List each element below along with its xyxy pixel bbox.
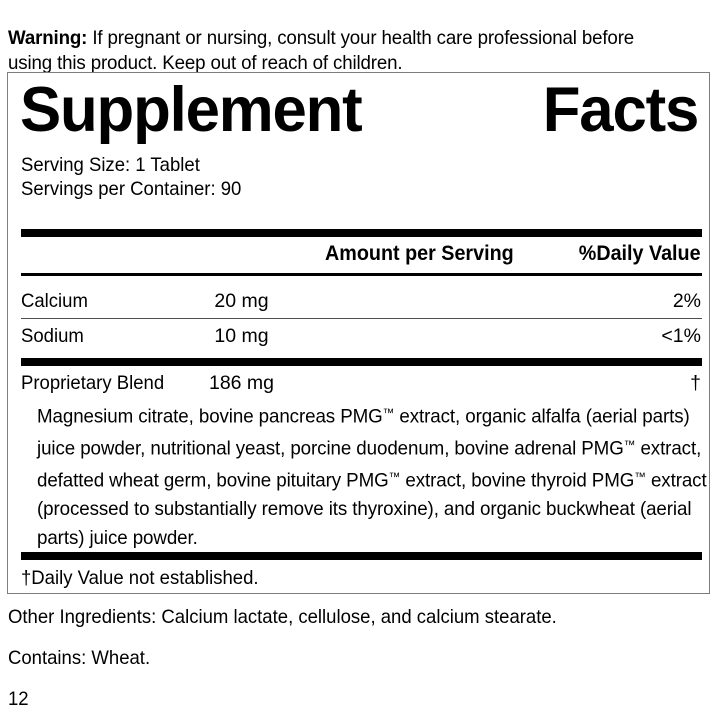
- title-word-supplement: Supplement: [20, 75, 363, 145]
- blend-ingredients: Magnesium citrate, bovine pancreas PMG™ …: [37, 399, 720, 553]
- nutrient-daily-value: 2%: [672, 290, 701, 312]
- table-row-proprietary-blend: Proprietary Blend 186 mg †: [21, 368, 702, 398]
- table-row: Sodium 10 mg <1%: [21, 321, 702, 351]
- blend-ingredients-part-1: Magnesium citrate, bovine pancreas PMG: [37, 405, 383, 428]
- rule-above-blend: [21, 358, 702, 366]
- nutrient-name: Sodium: [21, 325, 84, 347]
- table-row: Calcium 20 mg 2%: [21, 286, 702, 316]
- blend-ingredients-part-5: extract (processed to substantially remo…: [37, 469, 707, 550]
- supplement-facts-panel: Supplement Facts Serving Size: 1 Tablet …: [7, 72, 710, 594]
- nutrient-daily-value: <1%: [661, 325, 701, 347]
- nutrient-amount: 20 mg: [214, 290, 269, 312]
- trademark-icon: ™: [382, 406, 395, 420]
- blend-ingredients-part-2: extract, organic alfalfa (aerial parts) …: [37, 405, 690, 460]
- contains-allergen-text: Contains: Wheat.: [8, 647, 151, 669]
- table-header-row: Amount per Serving %Daily Value: [21, 239, 702, 269]
- warning-text: Warning: If pregnant or nursing, consult…: [8, 26, 680, 76]
- nutrient-amount: 10 mg: [214, 325, 269, 347]
- servings-per-container: Servings per Container: 90: [21, 178, 242, 200]
- blend-daily-value: †: [690, 372, 701, 394]
- header-amount-per-serving: Amount per Serving: [325, 242, 514, 265]
- page-title: Supplement Facts: [20, 75, 700, 145]
- daily-value-footnote: †Daily Value not established.: [21, 567, 259, 589]
- page-number: 12: [8, 688, 29, 710]
- header-daily-value: %Daily Value: [579, 242, 701, 265]
- title-word-facts: Facts: [542, 75, 700, 145]
- rule-under-header: [21, 273, 702, 276]
- warning-body: If pregnant or nursing, consult your hea…: [8, 26, 635, 74]
- trademark-icon: ™: [388, 470, 401, 485]
- rule-thick-top: [21, 229, 702, 237]
- trademark-icon: ™: [634, 470, 646, 485]
- blend-name: Proprietary Blend: [21, 372, 165, 394]
- rule-above-footnote: [21, 552, 702, 560]
- blend-ingredients-part-4: extract, bovine thyroid PMG: [400, 469, 635, 492]
- serving-info: Serving Size: 1 Tablet Servings per Cont…: [21, 153, 241, 201]
- panel-content: Supplement Facts Serving Size: 1 Tablet …: [18, 73, 707, 593]
- trademark-icon: ™: [623, 438, 636, 453]
- other-ingredients-text: Other Ingredients: Calcium lactate, cell…: [8, 606, 557, 628]
- blend-ingredients-part-3: extract, defatted wheat germ, bovine pit…: [37, 437, 702, 492]
- serving-size: Serving Size: 1 Tablet: [21, 154, 200, 176]
- warning-label: Warning:: [8, 26, 88, 49]
- rule-between-nutrients: [21, 318, 702, 320]
- nutrient-name: Calcium: [21, 290, 88, 312]
- blend-amount: 186 mg: [208, 372, 275, 394]
